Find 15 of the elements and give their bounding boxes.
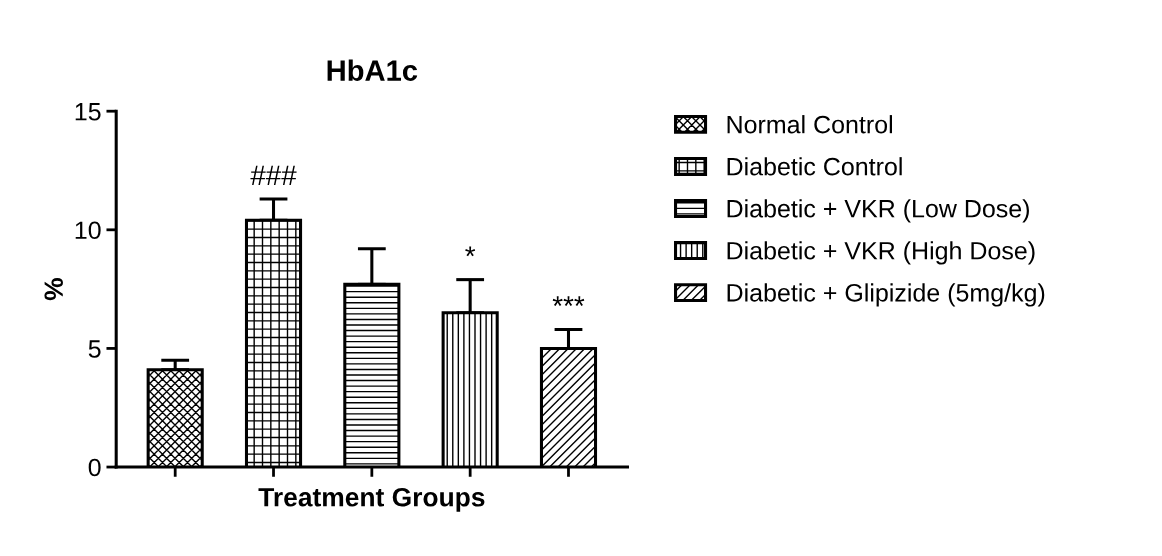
legend-label: Diabetic + VKR (Low Dose)	[727, 199, 1029, 223]
y-tick-label: 5	[88, 340, 101, 358]
annotation: ***	[552, 296, 585, 306]
y-tick-label: 0	[88, 458, 101, 477]
annotation: *	[465, 246, 476, 257]
chart-title: HbA1c	[327, 59, 418, 81]
annotation: ###	[250, 165, 297, 185]
legend-label: Diabetic Control	[727, 157, 902, 176]
legend-label: Diabetic + Glipizide (5mg/kg)	[727, 283, 1045, 307]
legend-label: Normal Control	[727, 115, 892, 134]
y-axis-title: %	[44, 278, 63, 301]
y-tick-label: 15	[75, 103, 101, 121]
legend-label: Diabetic + VKR (High Dose)	[727, 241, 1035, 265]
x-axis-title: Treatment Groups	[258, 487, 485, 512]
y-tick-label: 10	[75, 221, 101, 240]
